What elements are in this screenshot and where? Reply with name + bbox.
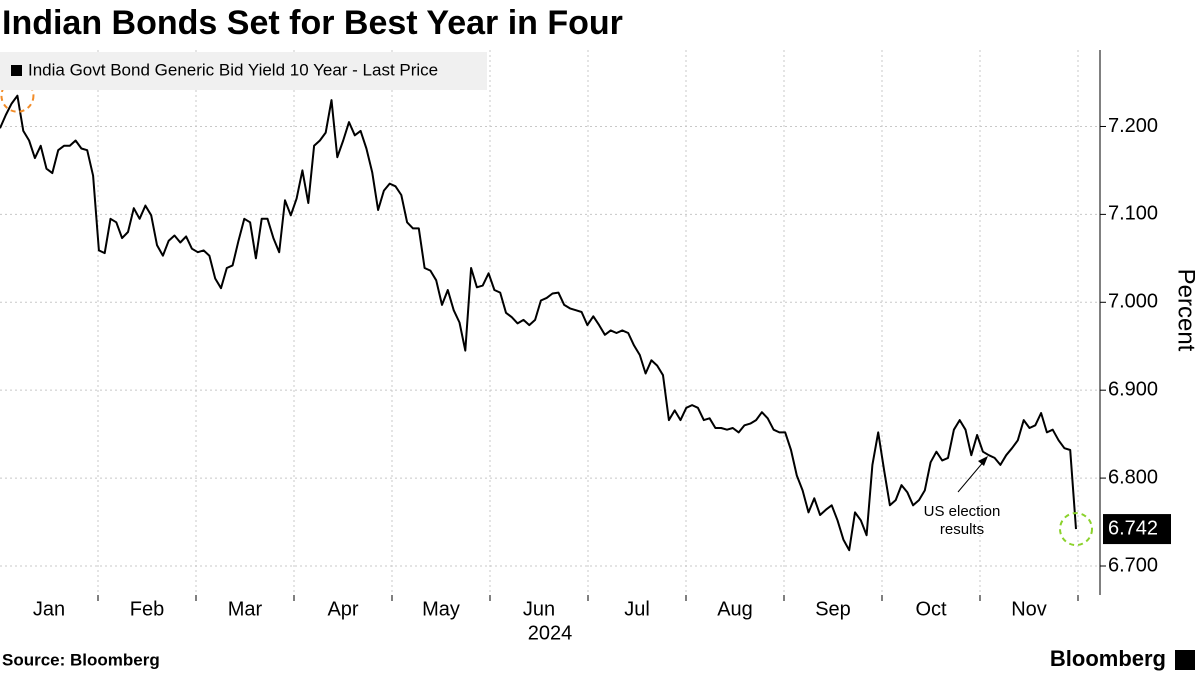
last-value-label: 6.742 <box>1108 517 1158 539</box>
x-tick-label: Mar <box>228 598 263 620</box>
x-tick-label: Jun <box>523 598 555 620</box>
x-tick-label: Sep <box>815 598 851 620</box>
annotation-arrow <box>957 459 986 493</box>
x-tick-label: Oct <box>915 598 947 620</box>
x-tick-label: May <box>422 598 460 620</box>
x-tick-label: Apr <box>327 598 358 620</box>
x-tick-label: Nov <box>1011 598 1047 620</box>
y-axis-label: Percent <box>1173 269 1200 352</box>
brand-icon <box>1175 650 1195 670</box>
annotation: results <box>940 521 984 538</box>
highlight-circle <box>1059 512 1093 547</box>
y-tick-label: 7.200 <box>1108 115 1158 137</box>
x-year-label: 2024 <box>528 622 573 644</box>
annotation-arrowhead <box>978 456 988 466</box>
y-tick-label: 6.900 <box>1108 378 1158 400</box>
legend-swatch <box>11 65 22 76</box>
x-tick-label: Jul <box>624 598 650 620</box>
y-tick-label: 7.100 <box>1108 203 1158 225</box>
source: Source: Bloomberg <box>2 650 160 669</box>
legend: India Govt Bond Generic Bid Yield 10 Yea… <box>0 52 487 90</box>
y-tick-label: 6.800 <box>1108 466 1158 488</box>
y-tick-label: 7.000 <box>1108 291 1158 313</box>
y-tick-label: 6.700 <box>1108 554 1158 576</box>
legend-label: India Govt Bond Generic Bid Yield 10 Yea… <box>28 60 438 79</box>
last-value-box <box>1103 514 1171 545</box>
line <box>0 94 1077 552</box>
brand: Bloomberg <box>1050 646 1166 671</box>
legend-box <box>0 52 487 90</box>
x-tick-label: Feb <box>130 598 164 620</box>
x-tick-label: Aug <box>717 598 753 620</box>
annotation: US election <box>924 503 1001 520</box>
x-tick-label: Jan <box>33 598 65 620</box>
chart-title: Indian Bonds Set for Best Year in Four <box>2 4 623 42</box>
